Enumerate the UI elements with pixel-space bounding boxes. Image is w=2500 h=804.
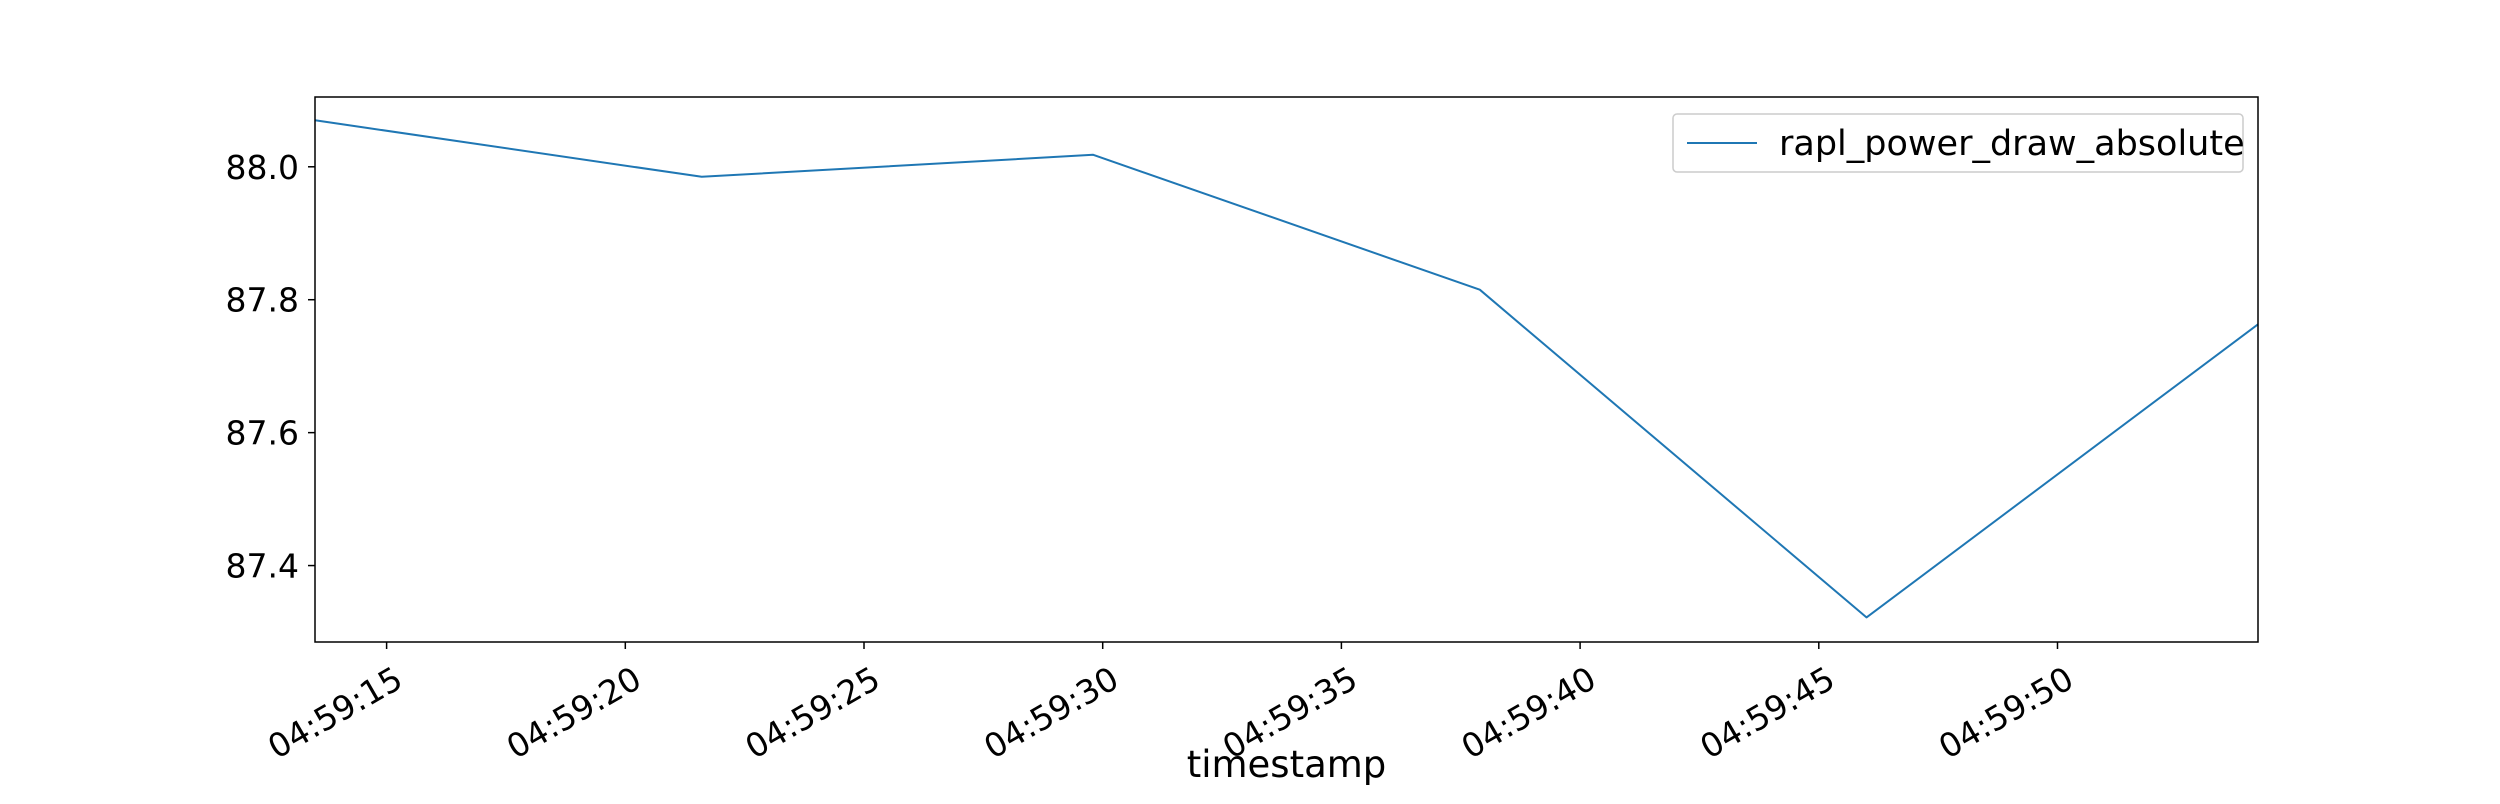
x-axis-title: timestamp <box>1187 743 1387 786</box>
series-line-0 <box>314 119 2259 619</box>
y-tick-label: 88.0 <box>226 148 299 187</box>
y-tick-label: 87.4 <box>226 547 299 586</box>
plot-area-frame <box>314 96 2259 643</box>
legend-label: rapl_power_draw_absolute <box>1779 124 2245 164</box>
legend: rapl_power_draw_absolute <box>1672 113 2245 173</box>
y-tick-label: 87.8 <box>226 281 299 320</box>
legend-box <box>1672 113 2244 173</box>
y-tick-label: 87.6 <box>226 414 299 453</box>
